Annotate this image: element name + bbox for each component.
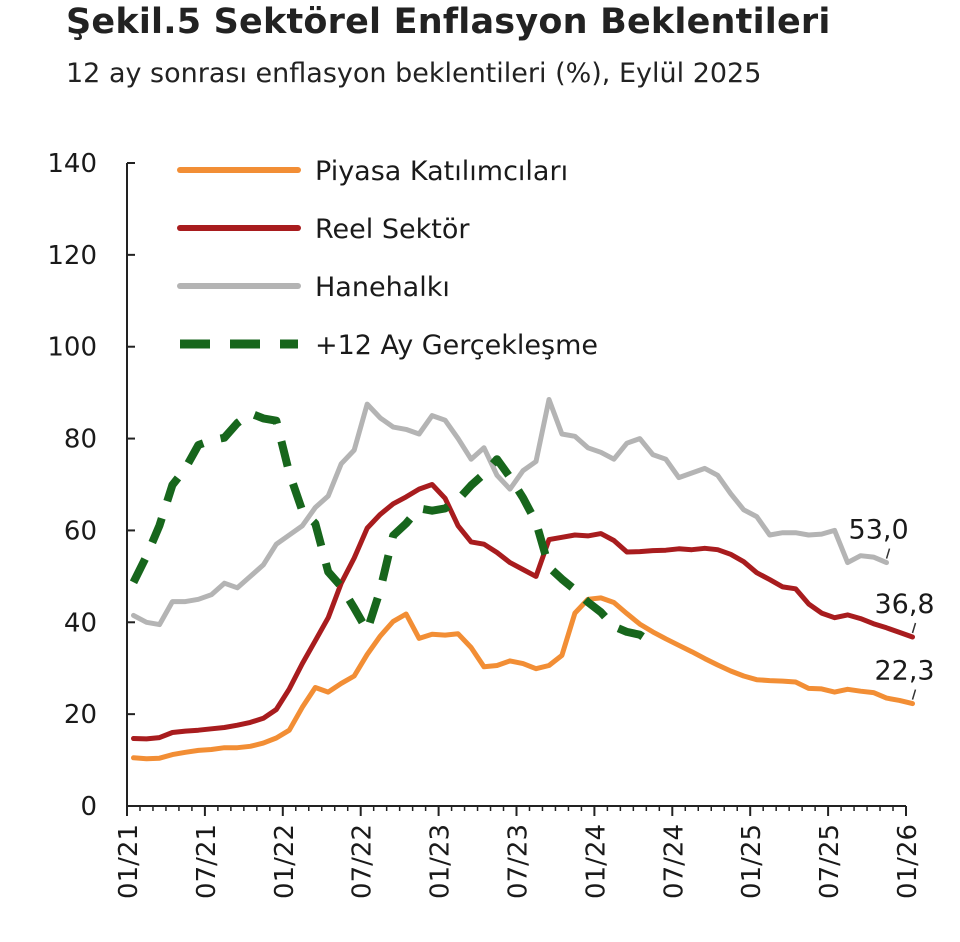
x-tick-label: 01/21 xyxy=(114,824,144,899)
y-tick-label: 60 xyxy=(64,516,97,546)
x-tick-label: 01/26 xyxy=(893,824,923,899)
chart-axes: 0 20 40 60 80 100 120 140 01/21 07/21 01/22 07/22 01… xyxy=(47,149,923,899)
y-tick-label: 80 xyxy=(64,425,97,455)
y-tick-label: 120 xyxy=(47,241,97,271)
series-line-0 xyxy=(131,595,915,762)
x-tick-label: 07/25 xyxy=(815,824,845,899)
end-label-2: 53,0 xyxy=(849,515,909,546)
series-line-3 xyxy=(129,409,656,647)
end-labels: 22,3 36,8 53,0 xyxy=(849,515,935,700)
x-tick-label: 01/25 xyxy=(737,824,767,899)
x-tick-label: 01/24 xyxy=(581,824,611,899)
x-tick-label: 07/23 xyxy=(504,824,534,899)
x-tick-label: 07/22 xyxy=(348,824,378,899)
y-tick-label: 140 xyxy=(47,149,97,179)
legend-label: +12 Ay Gerçekleşme xyxy=(315,330,598,361)
x-tick-label: 07/24 xyxy=(659,824,689,899)
series-line-1 xyxy=(131,482,915,742)
legend-label: Hanehalkı xyxy=(315,272,450,303)
end-label-1: 36,8 xyxy=(874,589,934,620)
legend-label: Reel Sektör xyxy=(315,214,470,245)
x-tick-label: 07/21 xyxy=(192,824,222,899)
legend-label: Piyasa Katılımcıları xyxy=(315,156,568,187)
chart-title: Şekil.5 Sektörel Enflasyon Beklentileri xyxy=(66,2,831,42)
y-tick-label: 0 xyxy=(80,792,97,822)
end-label-leader xyxy=(911,622,917,634)
legend: Piyasa Katılımcıları Reel Sektör Hanehalkı… xyxy=(177,156,598,361)
y-tick-label: 20 xyxy=(64,700,97,730)
x-tick-label: 01/23 xyxy=(426,824,456,899)
chart-subtitle: 12 ay sonrası enflasyon beklentileri (%)… xyxy=(66,58,762,89)
end-label-leader xyxy=(885,548,891,559)
series-layer xyxy=(129,397,915,762)
end-label-leader xyxy=(911,689,917,700)
y-tick-label: 40 xyxy=(64,608,97,638)
end-label-0: 22,3 xyxy=(874,656,934,687)
x-tick-label: 01/22 xyxy=(270,824,300,899)
y-tick-label: 100 xyxy=(47,333,97,363)
series-line-2 xyxy=(131,397,889,628)
